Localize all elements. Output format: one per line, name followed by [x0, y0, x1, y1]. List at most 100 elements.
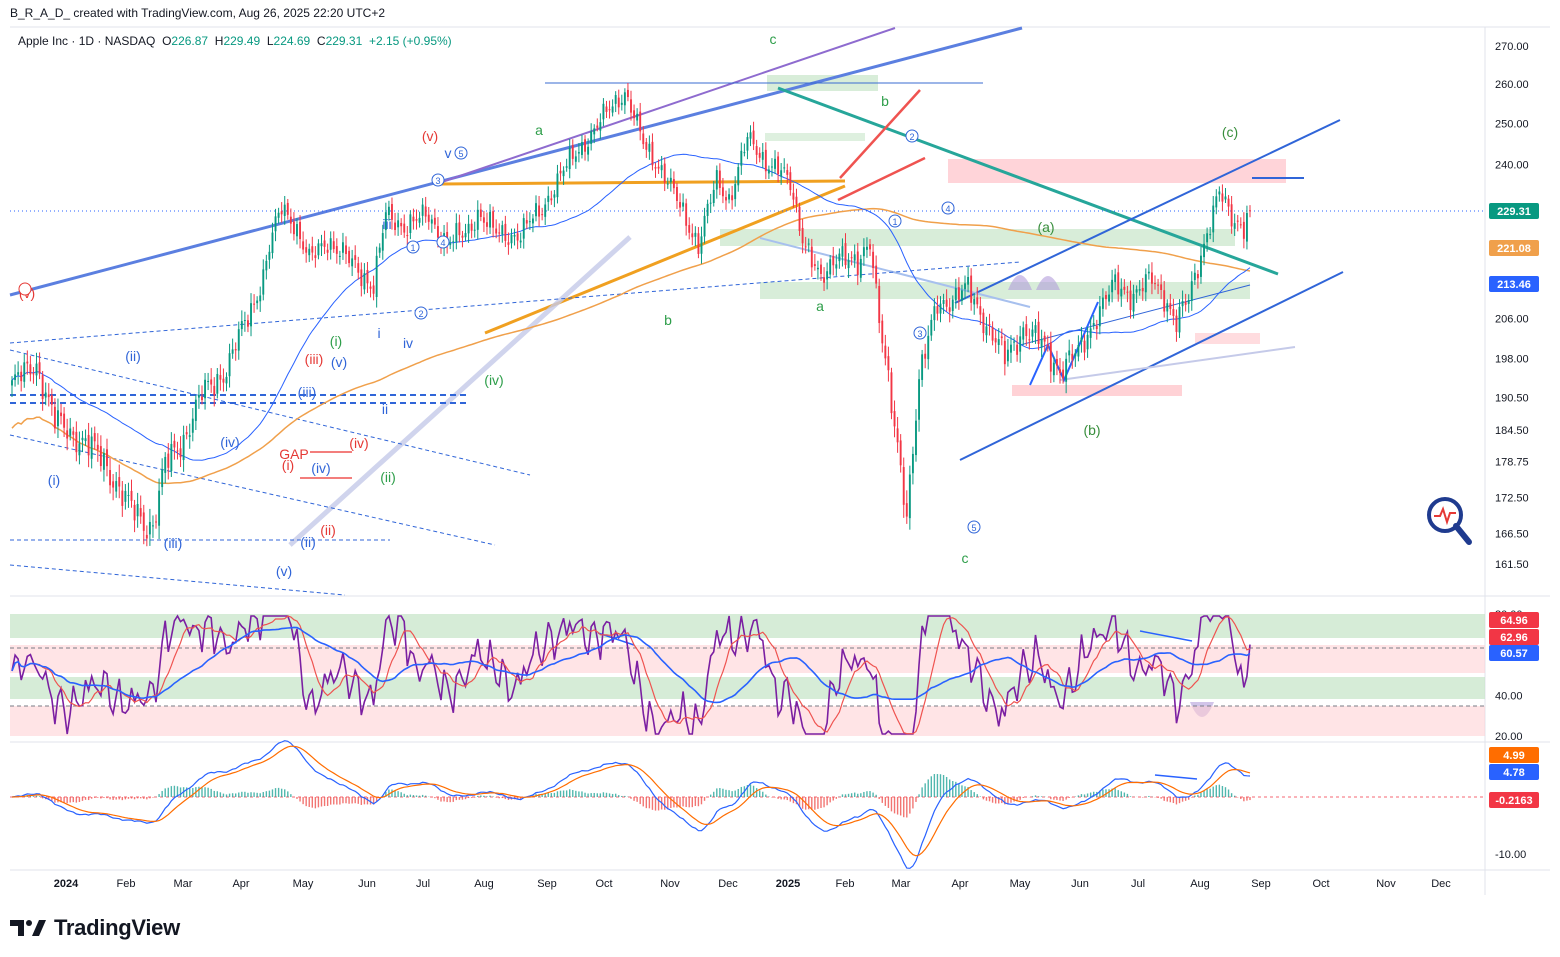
time-tick-label: Mar [174, 878, 193, 890]
candle-body [755, 146, 758, 155]
candle-body [979, 306, 982, 315]
price-tick-label: 178.75 [1495, 457, 1529, 469]
candle-body [1227, 198, 1230, 207]
candle-body [424, 206, 427, 217]
rsi-divergence-2 [1139, 630, 1193, 642]
candle-body [835, 264, 838, 269]
candle-body [875, 265, 878, 284]
candle-body [571, 145, 574, 159]
blue-minor-line [1019, 284, 1251, 346]
candle-body [1181, 301, 1184, 307]
candle-body [1147, 271, 1150, 274]
candle-body [703, 215, 706, 237]
candle-body [633, 110, 636, 119]
candle-body [391, 204, 393, 220]
candle-body [152, 525, 154, 527]
candle-body [587, 146, 590, 155]
candle-body [967, 277, 970, 285]
rsi-slow-ma-line [11, 626, 1251, 704]
candle-body [964, 283, 966, 290]
price-tag-label: 4.78 [1503, 767, 1524, 779]
candle-body [777, 156, 780, 175]
candle-body [749, 132, 752, 139]
candle-body [96, 444, 99, 450]
candle-body [348, 250, 351, 264]
candle-body [90, 436, 93, 459]
candle-body [1178, 306, 1181, 333]
candle-body [795, 196, 798, 204]
candle-body [896, 428, 899, 443]
time-tick-label: Feb [117, 878, 136, 890]
candle-body [106, 449, 108, 467]
time-tick-label: Oct [1312, 878, 1329, 890]
candle-body [176, 450, 179, 452]
support-zone-2 [760, 282, 1250, 299]
candle-body [452, 241, 455, 243]
candle-body [1037, 321, 1040, 345]
candle-body [384, 212, 387, 231]
price-tag-bg [1489, 612, 1539, 628]
candle-body [976, 297, 979, 305]
candle-body [1031, 329, 1034, 337]
candle-body [881, 320, 884, 344]
candle-body [213, 385, 216, 396]
candle-body [277, 212, 280, 218]
candle-body [250, 303, 252, 327]
candle-body [513, 234, 516, 237]
candle-body [807, 243, 810, 245]
candle-body [1068, 350, 1071, 356]
candle-body [63, 413, 66, 428]
time-tick-label: 2024 [54, 878, 79, 890]
candle-body [1080, 337, 1083, 342]
candle-body [810, 246, 813, 268]
candle-body [654, 167, 657, 169]
candle-body [259, 295, 262, 302]
candle-body [988, 324, 991, 326]
wave-circle [406, 240, 420, 254]
wave-circle [454, 146, 468, 160]
dashed-rising-line [9, 261, 1021, 344]
candle-body [630, 99, 632, 113]
candle-body [672, 179, 675, 189]
candle-body [985, 326, 988, 336]
candle-body [1132, 293, 1135, 312]
time-tick-label: Sep [537, 878, 557, 890]
candle-body [841, 246, 844, 257]
candle-body [829, 259, 832, 275]
candle-body [231, 349, 234, 354]
candle-body [228, 353, 231, 377]
price-tag-label: 4.99 [1503, 750, 1524, 762]
candle-body [23, 362, 26, 382]
candle-body [691, 233, 694, 238]
candle-body [645, 142, 648, 150]
macd-tick-label: -10.00 [1495, 849, 1526, 861]
dashed-wedge-b [9, 349, 531, 476]
candle-body [222, 378, 225, 383]
red-flag-upper [839, 89, 921, 179]
symbol-name[interactable]: Apple Inc · 1D · NASDAQ [18, 34, 156, 48]
wave-label: v [445, 145, 452, 161]
candle-body [767, 169, 770, 174]
wave-label: b [881, 93, 889, 109]
candle-body [38, 362, 41, 374]
candle-body [780, 170, 783, 177]
candle-body [60, 412, 62, 417]
candle-body [1105, 295, 1107, 300]
candle-body [786, 170, 789, 175]
candle-body [887, 356, 890, 371]
price-tick-label: 161.50 [1495, 559, 1529, 571]
candle-body [280, 211, 283, 215]
search-icon[interactable] [1427, 497, 1472, 545]
wave-label: (iii) [305, 351, 324, 367]
candle-body [1129, 290, 1132, 310]
macd-lines [11, 740, 1251, 869]
candle-body [292, 221, 295, 235]
candle-body [112, 481, 115, 488]
candle-body [326, 249, 329, 253]
price-tag-label: 64.96 [1500, 615, 1528, 627]
wave-label: 1 [410, 243, 415, 253]
candle-body [256, 300, 259, 304]
candle-body [1025, 324, 1028, 337]
candle-body [345, 245, 347, 255]
